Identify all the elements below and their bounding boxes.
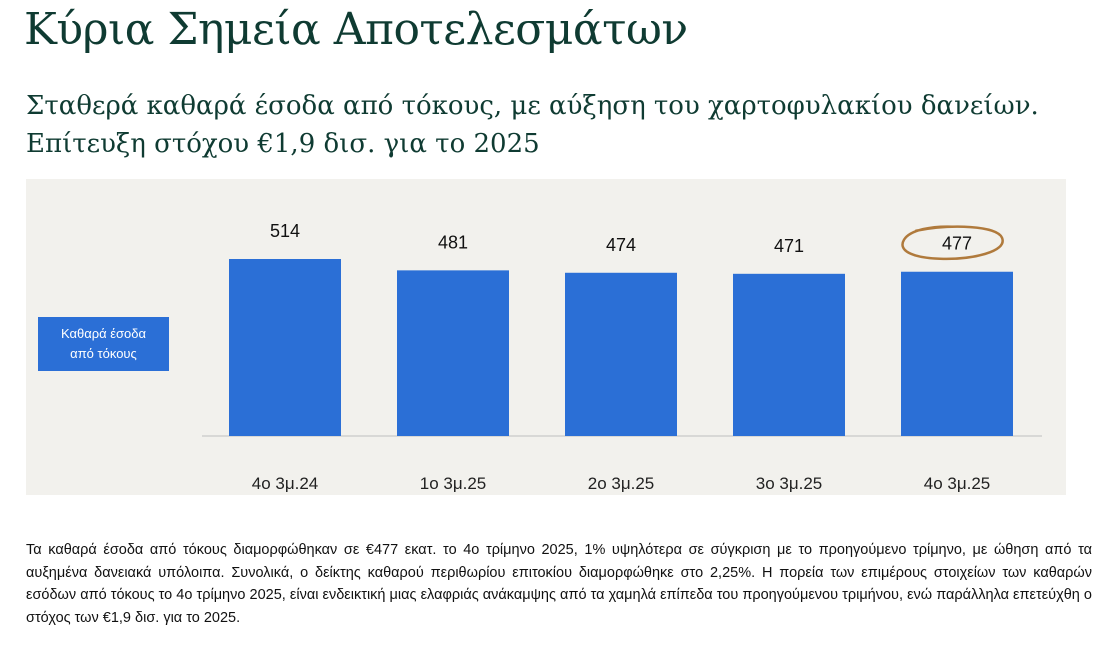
data-label-4: 471 [774, 236, 804, 256]
net-interest-income-bar-chart: 514 4ο 3μ.24 481 1ο 3μ.25 474 2ο 3μ.25 471 3ο 3… [202, 221, 1042, 493]
x-tick-label-2: 1ο 3μ.25 [420, 474, 487, 493]
legend-line-2: από τόκους [70, 346, 137, 361]
data-label-3: 474 [606, 235, 636, 255]
x-tick-label-4: 3ο 3μ.25 [756, 474, 823, 493]
data-label-5: 477 [942, 234, 972, 254]
legend-series-label: Καθαρά έσοδα από τόκους [38, 317, 169, 371]
bar-4 [733, 273, 845, 436]
page-title: Κύρια Σημεία Αποτελεσμάτων [24, 4, 688, 55]
data-label-1: 514 [270, 221, 300, 241]
legend-line-1: Καθαρά έσοδα [60, 326, 147, 341]
x-tick-label-3: 2ο 3μ.25 [588, 474, 655, 493]
highlight-circle-annotation [901, 225, 1004, 261]
commentary-paragraph: Τα καθαρά έσοδα από τόκους διαμορφώθηκαν… [26, 542, 1092, 626]
bar-1 [229, 259, 341, 436]
x-tick-label-1: 4ο 3μ.24 [252, 474, 319, 493]
page-subtitle: Σταθερά καθαρά έσοδα από τόκους, με αύξη… [26, 91, 1039, 159]
data-label-2: 481 [438, 232, 468, 252]
bar-2 [397, 270, 509, 436]
chart-panel: 514 4ο 3μ.24 481 1ο 3μ.25 474 2ο 3μ.25 471 3ο 3… [26, 179, 1066, 495]
bar-5 [901, 271, 1013, 436]
x-tick-label-5: 4ο 3μ.25 [924, 474, 991, 493]
bar-3 [565, 272, 677, 436]
